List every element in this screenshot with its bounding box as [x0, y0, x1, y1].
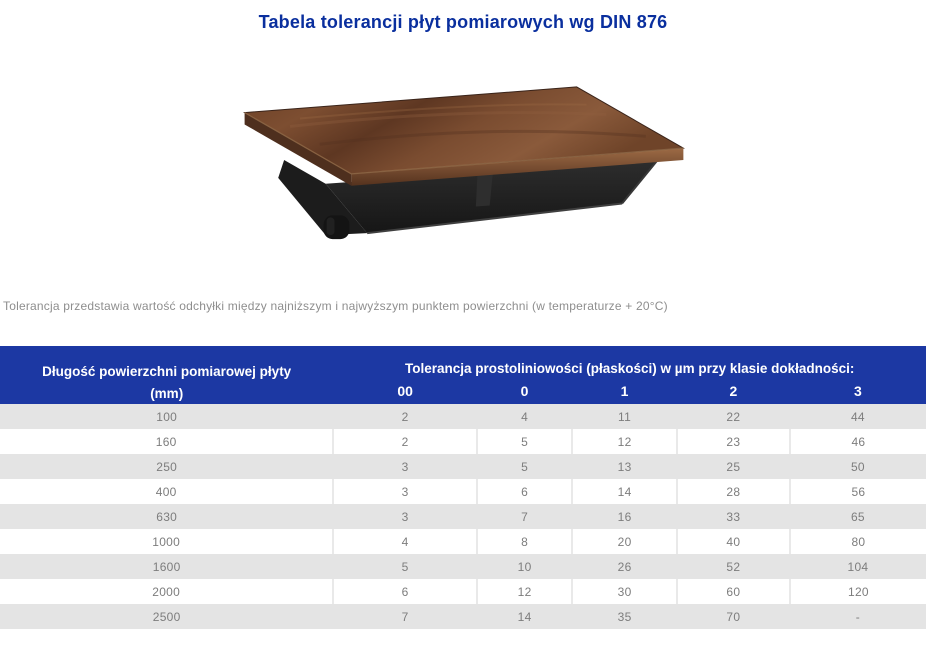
measuring-plate-image: [0, 79, 926, 247]
plate-top: [242, 86, 686, 186]
cell-value: 46: [789, 429, 926, 454]
table-row: 250 3 5 13 25 50: [0, 454, 926, 479]
table-row: 160 2 5 12 23 46: [0, 429, 926, 454]
cell-length: 160: [0, 429, 335, 454]
cell-value: 6: [476, 479, 574, 504]
cell-value: 12: [572, 429, 678, 454]
cell-value: 28: [676, 479, 791, 504]
cell-value: 30: [572, 579, 678, 604]
header-class-00: 00: [333, 378, 477, 404]
table-row: 1600 5 10 26 52 104: [0, 554, 926, 579]
table-row: 1000 4 8 20 40 80: [0, 529, 926, 554]
cell-value: 35: [572, 604, 677, 629]
header-class-0: 0: [476, 378, 573, 404]
cell-value: 5: [476, 429, 574, 454]
table-row: 630 3 7 16 33 65: [0, 504, 926, 529]
tolerance-table-body: 100 2 4 11 22 44 160 2 5 12 23 46 250 3 …: [0, 404, 926, 629]
cell-value: 120: [789, 579, 926, 604]
tolerance-description: Tolerancja przedstawia wartość odchyłki …: [3, 299, 668, 313]
header-length-title: Długość powierzchni pomiarowej płyty: [42, 364, 292, 380]
cell-value: 60: [676, 579, 791, 604]
cell-value: 52: [676, 554, 790, 579]
page-title: Tabela tolerancji płyt pomiarowych wg DI…: [258, 12, 668, 32]
cell-value: 4: [476, 404, 573, 429]
cell-length: 2000: [0, 579, 335, 604]
cell-value: 14: [476, 604, 573, 629]
header-length-column: Długość powierzchni pomiarowej płyty (mm…: [0, 346, 334, 404]
cell-value: 65: [789, 504, 926, 529]
table-row: 2500 7 14 35 70 -: [0, 604, 926, 629]
cell-value: 4: [333, 529, 478, 554]
cell-value: 7: [333, 604, 477, 629]
cell-value: 20: [572, 529, 678, 554]
cell-value: 26: [572, 554, 677, 579]
cell-value: 8: [476, 529, 574, 554]
tolerance-table-header: Długość powierzchni pomiarowej płyty (mm…: [0, 346, 926, 404]
cell-value: 5: [333, 554, 477, 579]
table-row: 100 2 4 11 22 44: [0, 404, 926, 429]
cell-value: 11: [572, 404, 677, 429]
cell-value: 7: [476, 504, 573, 529]
cell-value: 40: [676, 529, 791, 554]
cell-value: 13: [572, 454, 677, 479]
cell-length: 1600: [0, 554, 334, 579]
cell-value: 50: [789, 454, 926, 479]
cell-value: 10: [476, 554, 573, 579]
cell-length: 100: [0, 404, 334, 429]
cell-value: 22: [676, 404, 790, 429]
cell-value: 2: [333, 404, 477, 429]
cell-value: 14: [572, 479, 678, 504]
cell-value: 12: [476, 579, 574, 604]
header-class-2: 2: [676, 378, 790, 404]
cell-value: 5: [476, 454, 573, 479]
header-class-3: 3: [789, 378, 926, 404]
cell-value: 3: [333, 479, 478, 504]
cell-value: 2: [333, 429, 478, 454]
cell-value: 6: [333, 579, 478, 604]
tolerance-table: Długość powierzchni pomiarowej płyty (mm…: [0, 346, 926, 629]
cell-length: 630: [0, 504, 334, 529]
cell-value: -: [789, 604, 926, 629]
table-row: 2000 6 12 30 60 120: [0, 579, 926, 604]
measuring-plate-illustration: [242, 86, 686, 240]
header-tolerance-title: Tolerancja prostoliniowości (płaskości) …: [333, 346, 926, 378]
header-class-1: 1: [572, 378, 677, 404]
cell-value: 3: [333, 504, 477, 529]
cell-value: 23: [676, 429, 791, 454]
cell-value: 104: [789, 554, 926, 579]
header-length-unit: (mm): [150, 386, 184, 402]
cell-value: 16: [572, 504, 677, 529]
cell-length: 400: [0, 479, 335, 504]
cell-value: 3: [333, 454, 477, 479]
cell-length: 2500: [0, 604, 334, 629]
cell-value: 33: [676, 504, 790, 529]
cell-value: 44: [789, 404, 926, 429]
table-row: 400 3 6 14 28 56: [0, 479, 926, 504]
cell-value: 80: [789, 529, 926, 554]
cell-length: 250: [0, 454, 334, 479]
cell-value: 25: [676, 454, 790, 479]
page: Tabela tolerancji płyt pomiarowych wg DI…: [0, 12, 926, 661]
cell-value: 70: [676, 604, 790, 629]
cell-length: 1000: [0, 529, 335, 554]
cell-value: 56: [789, 479, 926, 504]
